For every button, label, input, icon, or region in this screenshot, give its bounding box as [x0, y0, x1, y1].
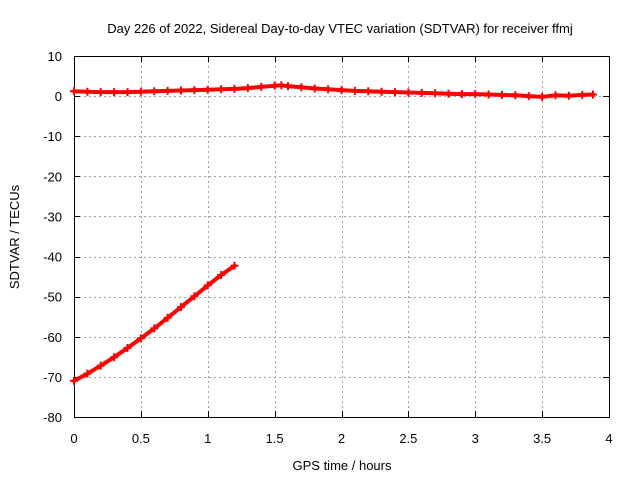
y-tick-label: -80 — [43, 410, 62, 425]
x-tick-label: 2.5 — [399, 431, 417, 446]
data-point — [404, 88, 413, 97]
data-point — [123, 344, 132, 353]
y-tick-label: -20 — [43, 169, 62, 184]
data-point — [163, 313, 172, 322]
data-point — [417, 88, 426, 97]
data-point — [70, 87, 78, 96]
data-point — [96, 361, 105, 370]
data-point — [177, 86, 185, 95]
data-point — [83, 87, 92, 96]
data-point — [203, 85, 212, 94]
data-point — [110, 88, 119, 97]
y-tick-label: -60 — [43, 330, 62, 345]
data-point — [230, 261, 239, 270]
plot-frame — [74, 56, 610, 418]
data-point — [511, 91, 520, 100]
data-point — [190, 292, 199, 301]
data-point — [136, 87, 145, 96]
data-point — [96, 88, 105, 97]
x-tick-label: 3 — [472, 431, 479, 446]
data-point — [484, 90, 493, 99]
data-point — [217, 271, 226, 280]
data-point — [551, 91, 560, 100]
grid-lines — [74, 56, 609, 417]
x-tick-label: 1 — [204, 431, 211, 446]
y-tick-label: -30 — [43, 209, 62, 224]
x-axis-label: GPS time / hours — [293, 458, 392, 473]
data-point — [310, 84, 319, 93]
y-tick-label: -50 — [43, 290, 62, 305]
x-tick-label: 3.5 — [533, 431, 551, 446]
data-point — [324, 85, 333, 94]
series-2 — [70, 261, 239, 385]
data-point — [136, 334, 145, 343]
x-tick-label: 1.5 — [266, 431, 284, 446]
axis-ticks — [74, 56, 610, 418]
data-point — [444, 89, 453, 98]
y-axis-label: SDTVAR / TECUs — [7, 184, 22, 289]
data-point — [277, 81, 286, 90]
data-point — [498, 90, 506, 99]
data-point — [578, 90, 587, 99]
data-point — [337, 86, 346, 95]
data-point — [163, 86, 172, 95]
x-tick-label: 2 — [338, 431, 345, 446]
data-point — [83, 369, 92, 378]
data-point — [284, 82, 292, 91]
data-point — [217, 85, 226, 94]
data-point — [150, 324, 159, 333]
tick-labels: 0 0.5 1 1.5 2 2.5 3 3.5 4 10 0 -10 -20 -30 -40 -50 -60 -7… — [43, 49, 612, 446]
data-point — [190, 86, 199, 95]
data-point — [377, 87, 386, 96]
data-point — [150, 87, 159, 96]
data-point — [588, 90, 597, 99]
data-point — [110, 353, 119, 362]
data-point — [270, 81, 279, 90]
data-point — [538, 92, 547, 101]
data-point — [431, 89, 440, 98]
y-tick-label: 10 — [48, 49, 62, 64]
data-point — [123, 88, 132, 97]
data-point — [350, 86, 359, 95]
y-tick-label: 0 — [55, 89, 62, 104]
chart-title: Day 226 of 2022, Sidereal Day-to-day VTE… — [107, 21, 573, 36]
y-tick-label: -40 — [43, 250, 62, 265]
data-point — [70, 376, 78, 385]
data-point — [203, 281, 212, 290]
data-points — [70, 81, 597, 385]
data-point — [457, 90, 466, 99]
x-tick-label: 0 — [70, 431, 77, 446]
x-tick-label: 4 — [605, 431, 612, 446]
data-point — [364, 87, 373, 96]
data-point — [564, 91, 573, 100]
data-point — [297, 83, 306, 92]
data-point — [391, 88, 399, 97]
data-point — [230, 84, 239, 93]
y-tick-label: -70 — [43, 370, 62, 385]
y-tick-label: -10 — [43, 129, 62, 144]
data-point — [524, 92, 533, 101]
x-tick-label: 0.5 — [132, 431, 150, 446]
series-track — [72, 263, 237, 383]
data-point — [243, 84, 252, 93]
data-point — [177, 303, 185, 312]
series-1 — [70, 81, 597, 101]
data-point — [471, 90, 480, 99]
data-point — [257, 82, 266, 91]
